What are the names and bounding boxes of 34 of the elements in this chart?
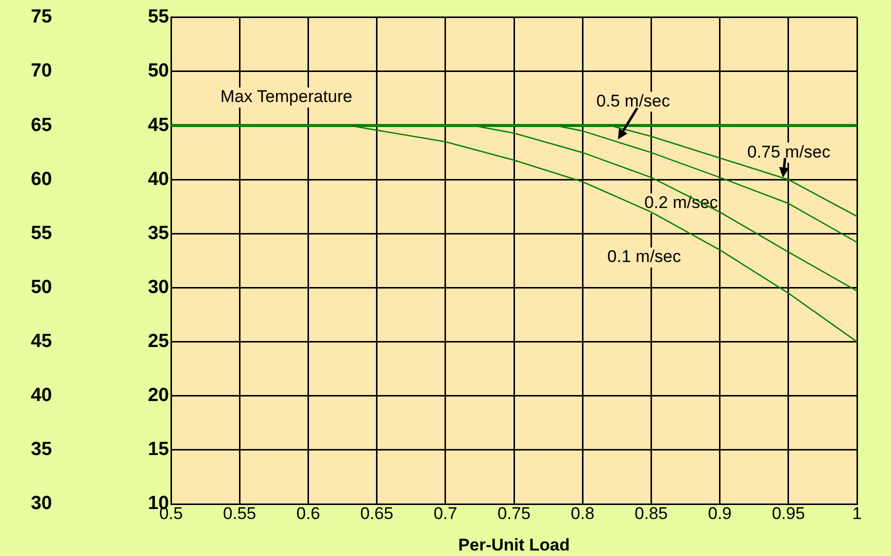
x-tick-label: 0.9 (708, 504, 732, 523)
ref-line-label: Max Temperature (220, 87, 352, 106)
y-tick-label: 50 (148, 60, 169, 82)
series-label: 0.1 m/sec (607, 247, 682, 266)
y2-tick-label: 70 (30, 60, 52, 82)
y-tick-label: 20 (148, 385, 169, 406)
y-tick-label: 55 (148, 6, 170, 28)
y-tick-label: 25 (148, 331, 170, 352)
x-tick-label: 0.55 (223, 504, 256, 523)
y2-tick-label: 40 (30, 385, 52, 406)
x-tick-label: 0.65 (360, 504, 394, 523)
x-tick-label: 1 (852, 504, 862, 523)
x-tick-label: 0.8 (570, 504, 594, 523)
y2-tick-label: 65 (30, 114, 52, 136)
x-tick-label: 0.85 (634, 504, 668, 523)
y2-tick-label: 60 (30, 168, 52, 190)
y2-tick-label: 55 (30, 222, 52, 244)
y-tick-label: 15 (148, 439, 170, 460)
y2-tick-label: 50 (30, 276, 52, 298)
x-tick-label: 0.7 (434, 504, 458, 523)
x-tick-label: 0.75 (497, 504, 531, 523)
y-tick-label: 35 (148, 222, 170, 244)
x-tick-label: 0.6 (296, 504, 320, 523)
y-tick-label: 40 (148, 168, 169, 190)
y2-tick-label: 75 (30, 6, 52, 28)
x-tick-label: 0.95 (772, 504, 805, 523)
series-label: 0.5 m/sec (596, 91, 671, 110)
y2-tick-label: 30 (30, 493, 52, 514)
y2-tick-label: 35 (30, 439, 52, 460)
x-axis-title: Per-Unit Load (458, 535, 570, 554)
y-tick-label: 30 (148, 276, 169, 298)
series-label: 0.75 m/sec (747, 142, 831, 162)
y2-tick-label: 45 (30, 331, 52, 352)
y-tick-label: 45 (148, 114, 170, 136)
